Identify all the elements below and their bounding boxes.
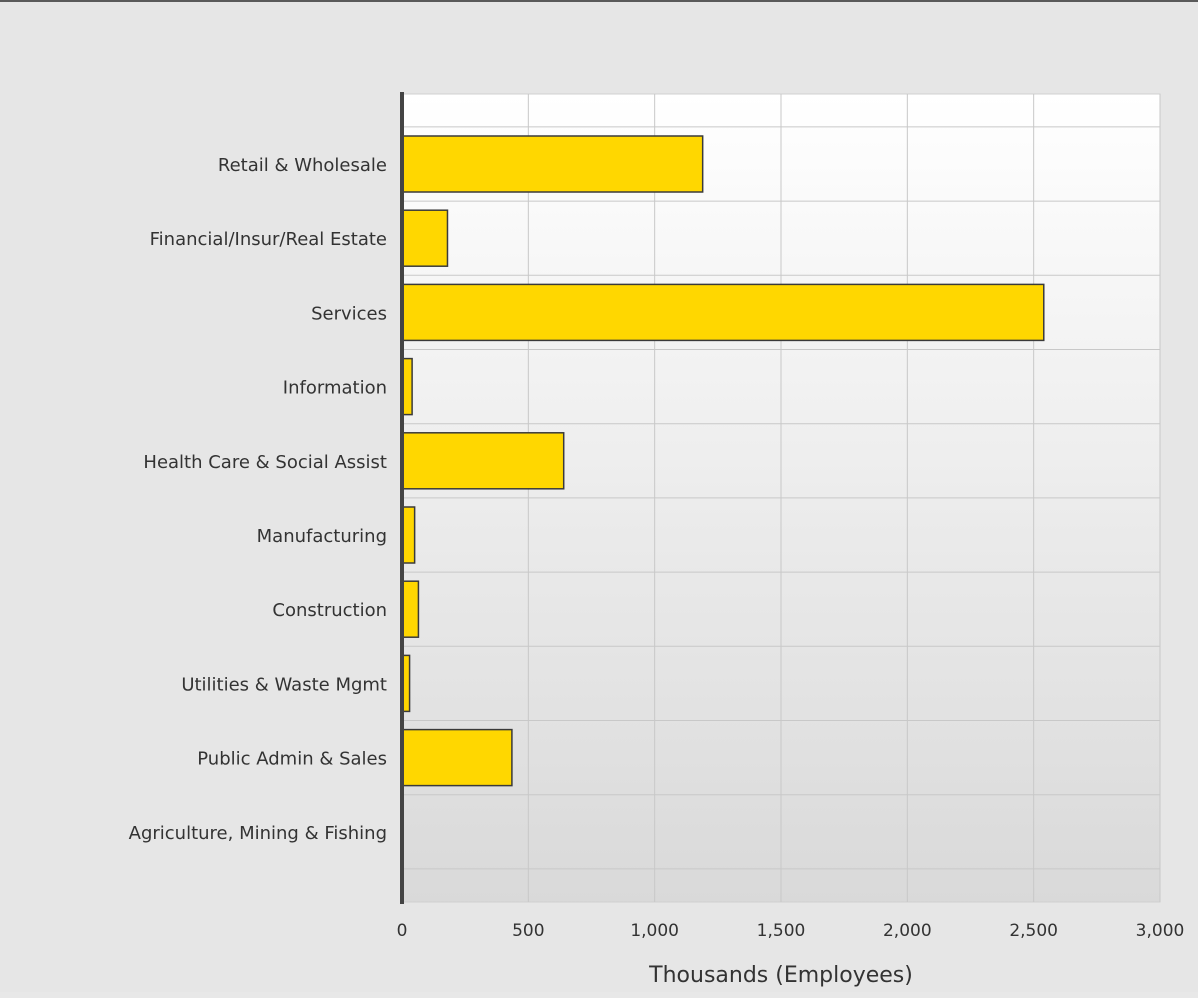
category-label: Retail & Wholesale (218, 155, 387, 176)
category-label: Manufacturing (257, 526, 387, 547)
category-label: Information (283, 378, 387, 399)
bar[interactable] (401, 283, 1045, 342)
bar[interactable] (401, 432, 565, 490)
bar[interactable] (401, 728, 513, 787)
x-tick-label: 2,500 (1009, 921, 1058, 941)
x-tick-label: 0 (397, 921, 408, 941)
category-label: Public Admin & Sales (197, 749, 387, 770)
x-tick-label: 3,000 (1136, 921, 1185, 941)
x-tick-label: 2,000 (883, 921, 932, 941)
bar[interactable] (401, 209, 449, 267)
category-label: Construction (272, 600, 387, 621)
x-tick-label: 1,000 (630, 921, 679, 941)
category-label: Health Care & Social Assist (143, 452, 387, 473)
category-label: Agriculture, Mining & Fishing (129, 823, 387, 844)
x-tick-labels: 0 500 1,000 1,500 2,000 2,500 3,000 (397, 921, 1185, 941)
bar[interactable] (401, 135, 704, 193)
x-tick-label: 500 (512, 921, 544, 941)
category-label: Services (311, 303, 387, 324)
x-tick-label: 1,500 (757, 921, 806, 941)
bar[interactable] (401, 580, 420, 638)
category-label: Financial/Insur/Real Estate (150, 229, 387, 250)
category-labels: Retail & Wholesale Financial/Insur/Real E… (129, 155, 387, 844)
category-label: Utilities & Waste Mgmt (181, 674, 387, 695)
x-axis-label: Thousands (Employees) (648, 963, 913, 988)
bars (401, 135, 1045, 787)
